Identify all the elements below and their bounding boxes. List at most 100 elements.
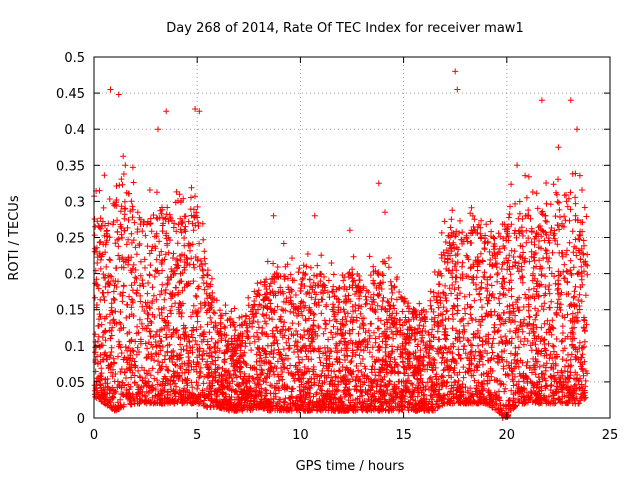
data-point <box>495 230 502 237</box>
data-point <box>483 285 489 292</box>
data-point <box>500 292 507 299</box>
data-point <box>157 207 164 214</box>
data-point <box>325 277 332 284</box>
data-point <box>355 330 362 337</box>
data-point <box>361 379 368 386</box>
data-point <box>117 321 124 327</box>
data-point <box>456 352 463 359</box>
data-point <box>546 255 553 262</box>
data-point <box>276 387 282 394</box>
data-point <box>448 374 455 381</box>
data-point <box>180 388 187 394</box>
data-point <box>382 344 389 351</box>
data-point <box>285 355 291 362</box>
data-point <box>339 332 346 339</box>
data-point <box>459 263 465 270</box>
data-point <box>229 352 236 359</box>
data-point <box>539 227 546 234</box>
data-point <box>328 391 335 398</box>
data-point <box>339 272 346 279</box>
data-point <box>349 353 356 360</box>
data-point <box>405 300 412 307</box>
data-point <box>173 284 180 291</box>
data-point <box>156 333 163 340</box>
data-point <box>112 265 119 272</box>
data-point <box>561 261 568 268</box>
data-point <box>121 198 128 205</box>
data-point <box>536 378 543 385</box>
data-point <box>526 258 533 265</box>
data-point <box>121 206 128 212</box>
data-point <box>200 348 207 354</box>
data-point <box>522 172 529 179</box>
data-point <box>563 198 570 205</box>
data-point <box>569 341 576 348</box>
data-point <box>225 338 232 345</box>
data-point <box>357 310 364 317</box>
data-point <box>427 288 434 295</box>
data-point <box>168 303 175 310</box>
data-point <box>228 394 235 400</box>
data-point <box>525 173 532 180</box>
data-point <box>383 341 390 348</box>
data-point <box>232 387 239 394</box>
data-point <box>380 272 387 279</box>
data-point <box>478 279 485 286</box>
data-point <box>495 327 502 334</box>
data-point <box>543 382 550 389</box>
data-point <box>197 324 204 330</box>
data-point <box>195 382 201 389</box>
data-point <box>515 344 522 351</box>
data-point <box>120 282 127 289</box>
data-point <box>179 287 186 294</box>
data-point <box>350 278 357 285</box>
data-point <box>388 295 395 302</box>
data-point <box>356 302 362 309</box>
data-point <box>443 297 450 304</box>
data-point <box>274 380 280 387</box>
data-point <box>448 290 455 297</box>
data-point <box>236 314 243 321</box>
data-point <box>144 315 151 322</box>
data-point <box>366 349 373 356</box>
data-point <box>563 251 570 258</box>
data-point <box>423 349 430 355</box>
data-point <box>399 308 406 315</box>
data-point <box>308 356 315 363</box>
data-point <box>558 338 565 345</box>
data-point <box>147 372 154 379</box>
data-point <box>122 162 129 169</box>
data-point <box>471 377 478 384</box>
data-point <box>144 243 151 250</box>
data-point <box>315 282 322 289</box>
data-point <box>190 302 197 309</box>
data-point <box>96 187 103 194</box>
data-point <box>189 334 196 341</box>
data-point <box>572 200 579 207</box>
data-point <box>479 381 486 388</box>
data-point <box>460 374 467 381</box>
data-point <box>508 335 515 342</box>
data-points <box>91 68 591 421</box>
data-point <box>369 363 376 370</box>
data-point <box>312 296 319 303</box>
data-point <box>562 335 569 342</box>
data-point <box>503 358 510 365</box>
data-point <box>146 187 153 193</box>
data-point <box>350 253 357 260</box>
data-point <box>342 321 349 328</box>
data-point <box>530 264 537 271</box>
data-point <box>222 302 229 309</box>
data-point <box>549 354 556 361</box>
data-point <box>554 287 561 293</box>
data-point <box>375 271 382 278</box>
data-point <box>515 268 522 275</box>
data-point <box>534 283 541 290</box>
data-point <box>147 262 154 269</box>
data-point <box>271 279 278 285</box>
data-point <box>464 336 471 343</box>
data-point <box>506 252 513 259</box>
data-point <box>583 213 590 220</box>
data-point <box>258 389 265 396</box>
data-point <box>526 286 532 293</box>
